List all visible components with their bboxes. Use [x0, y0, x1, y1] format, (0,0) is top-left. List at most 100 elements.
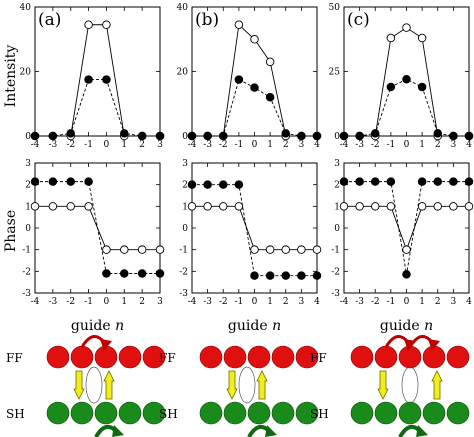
data-point-filled: [355, 177, 364, 186]
data-point-open: [203, 202, 212, 211]
data-point-open: [137, 245, 147, 254]
data-point-filled: [66, 177, 75, 186]
y-tick-label: 3: [334, 159, 340, 169]
ff-label: FF: [159, 351, 176, 365]
x-tick-label: 0: [404, 140, 410, 150]
x-tick-label: 4: [314, 297, 320, 307]
x-tick-label: -4: [31, 140, 40, 150]
ff-waveguide: [94, 345, 118, 369]
diagram-c: FF SH: [310, 335, 470, 437]
data-point-filled: [48, 131, 58, 141]
data-point-open: [84, 20, 93, 29]
ff-waveguide: [223, 345, 247, 369]
data-point-filled: [297, 131, 306, 141]
y-tick-label: -2: [22, 267, 31, 277]
ff-waveguide: [247, 345, 271, 369]
y-tick-label: -1: [331, 246, 340, 256]
sh-waveguide: [199, 401, 223, 425]
series-line-filled: [35, 181, 160, 274]
data-point-open: [250, 35, 259, 44]
data-point-filled: [386, 82, 396, 92]
ff-waveguide: [118, 345, 142, 369]
data-point-filled: [449, 177, 458, 186]
y-tick-label: 2: [182, 181, 188, 191]
x-axis-label: guide n: [380, 318, 433, 334]
y-tick-label: 0: [25, 132, 31, 142]
series-line-filled: [344, 181, 469, 275]
y-tick-label: 20: [177, 68, 189, 78]
data-point-open: [355, 202, 364, 211]
data-point-filled: [449, 131, 458, 141]
x-tick-label: 3: [157, 297, 163, 307]
sh-label: SH: [159, 407, 178, 421]
ff-waveguide: [446, 345, 470, 369]
x-tick-label: 2: [283, 140, 289, 150]
data-point-filled: [402, 74, 411, 84]
ff-waveguide: [295, 345, 319, 369]
x-tick-label: 3: [451, 297, 457, 307]
intensity-axis-label: Intensity: [3, 45, 19, 108]
up-coupling-arrow: [256, 370, 268, 400]
data-point-open: [449, 202, 458, 211]
data-point-open: [102, 245, 111, 254]
x-tick-label: 1: [121, 140, 127, 150]
sh-waveguide: [422, 401, 446, 425]
y-tick-label: -3: [331, 289, 340, 299]
data-point-filled: [218, 131, 228, 141]
data-point-filled: [102, 269, 111, 278]
y-tick-label: 25: [329, 68, 341, 78]
x-tick-label: 2: [435, 140, 441, 150]
data-point-filled: [371, 177, 380, 186]
data-point-open: [250, 245, 259, 254]
down-coupling-arrow: [226, 370, 238, 400]
coupling-loop: [238, 366, 256, 404]
data-point-filled: [402, 270, 411, 279]
x-tick-label: 3: [451, 140, 457, 150]
data-point-open: [433, 202, 443, 211]
y-tick-label: 0: [334, 224, 340, 234]
data-point-open: [312, 245, 322, 254]
x-tick-label: 2: [435, 297, 441, 307]
x-tick-label: -1: [84, 297, 93, 307]
x-tick-label: -3: [203, 297, 212, 307]
coupling-loop: [85, 366, 103, 404]
data-point-filled: [433, 129, 443, 138]
data-point-filled: [84, 75, 93, 84]
y-tick-label: 0: [182, 224, 188, 234]
data-point-filled: [265, 271, 275, 280]
sh-coupling-arrowhead: [416, 425, 428, 437]
data-point-filled: [66, 129, 75, 138]
data-point-filled: [297, 271, 306, 280]
data-point-filled: [464, 177, 474, 186]
x-tick-label: 3: [299, 140, 305, 150]
x-tick-label: -2: [371, 297, 380, 307]
data-point-filled: [84, 177, 93, 186]
sh-waveguide: [247, 401, 271, 425]
data-point-open: [386, 202, 396, 211]
x-tick-label: 4: [466, 297, 472, 307]
y-tick-label: 2: [334, 181, 340, 191]
sh-waveguide: [295, 401, 319, 425]
panel-label: (b): [195, 10, 219, 30]
data-point-filled: [137, 131, 147, 141]
data-point-filled: [48, 177, 58, 186]
data-point-filled: [250, 271, 259, 280]
data-point-open: [234, 202, 244, 211]
y-tick-label: 2: [25, 181, 31, 191]
x-tick-label: 1: [267, 140, 273, 150]
ff-coupling-arrowhead: [100, 339, 112, 351]
y-tick-label: 0: [182, 132, 188, 142]
data-point-open: [402, 23, 411, 32]
sh-waveguide: [46, 401, 70, 425]
y-tick-label: -1: [179, 246, 188, 256]
data-point-open: [187, 202, 197, 211]
data-point-filled: [265, 93, 275, 102]
ff-waveguide: [398, 345, 422, 369]
x-tick-label: -2: [371, 140, 380, 150]
x-axis-label: guide n: [228, 318, 281, 334]
data-point-filled: [281, 129, 291, 138]
